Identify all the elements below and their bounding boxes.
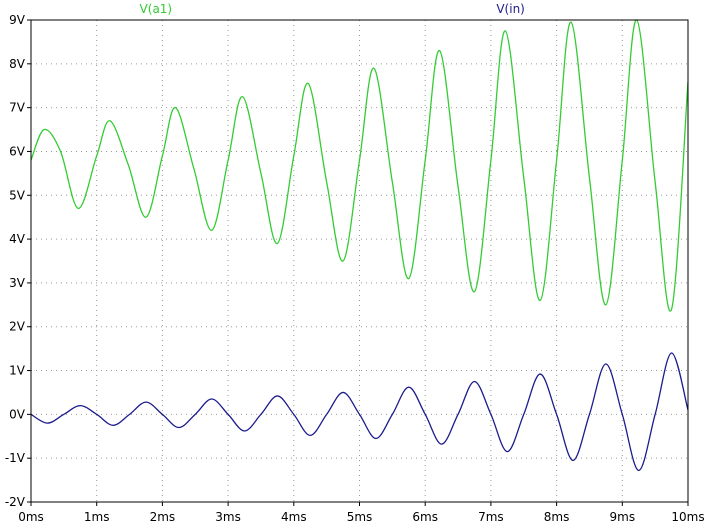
x-tick-label: 3ms — [215, 510, 241, 524]
y-tick-label: 2V — [9, 320, 26, 334]
x-tick-label: 9ms — [610, 510, 636, 524]
y-tick-label: 8V — [9, 57, 26, 71]
x-tick-label: 4ms — [281, 510, 307, 524]
grid — [31, 20, 688, 502]
x-tick-label: 2ms — [150, 510, 176, 524]
tick-labels: 0ms 1ms 2ms 3ms 4ms 5ms 6ms 7ms 8ms 9ms 10ms -2V -1V… — [5, 13, 705, 524]
x-tick-label: 5ms — [347, 510, 373, 524]
x-tick-label: 10ms — [671, 510, 704, 524]
x-tick-label: 7ms — [478, 510, 504, 524]
y-tick-label: -2V — [5, 495, 26, 509]
x-tick-label: 6ms — [412, 510, 438, 524]
y-tick-label: 1V — [9, 364, 26, 378]
y-tick-label: 4V — [9, 232, 26, 246]
y-tick-label: 6V — [9, 144, 26, 158]
legend-label-v-in: V(in) — [496, 2, 525, 16]
y-tick-label: 0V — [9, 407, 26, 421]
axes — [27, 19, 689, 506]
series-layer — [30, 19, 689, 472]
x-tick-label: 8ms — [544, 510, 570, 524]
x-tick-label: 0ms — [18, 510, 44, 524]
y-tick-label: -1V — [5, 451, 26, 465]
legend: V(a1) V(in) — [140, 2, 525, 16]
x-tick-label: 1ms — [84, 510, 110, 524]
legend-label-v-a1: V(a1) — [140, 2, 173, 16]
y-tick-label: 5V — [9, 188, 26, 202]
y-tick-label: 3V — [9, 276, 26, 290]
series-line-v-in — [30, 352, 689, 472]
y-tick-label: 9V — [9, 13, 26, 27]
y-tick-label: 7V — [9, 101, 26, 115]
series-line-v-a1 — [30, 19, 689, 312]
